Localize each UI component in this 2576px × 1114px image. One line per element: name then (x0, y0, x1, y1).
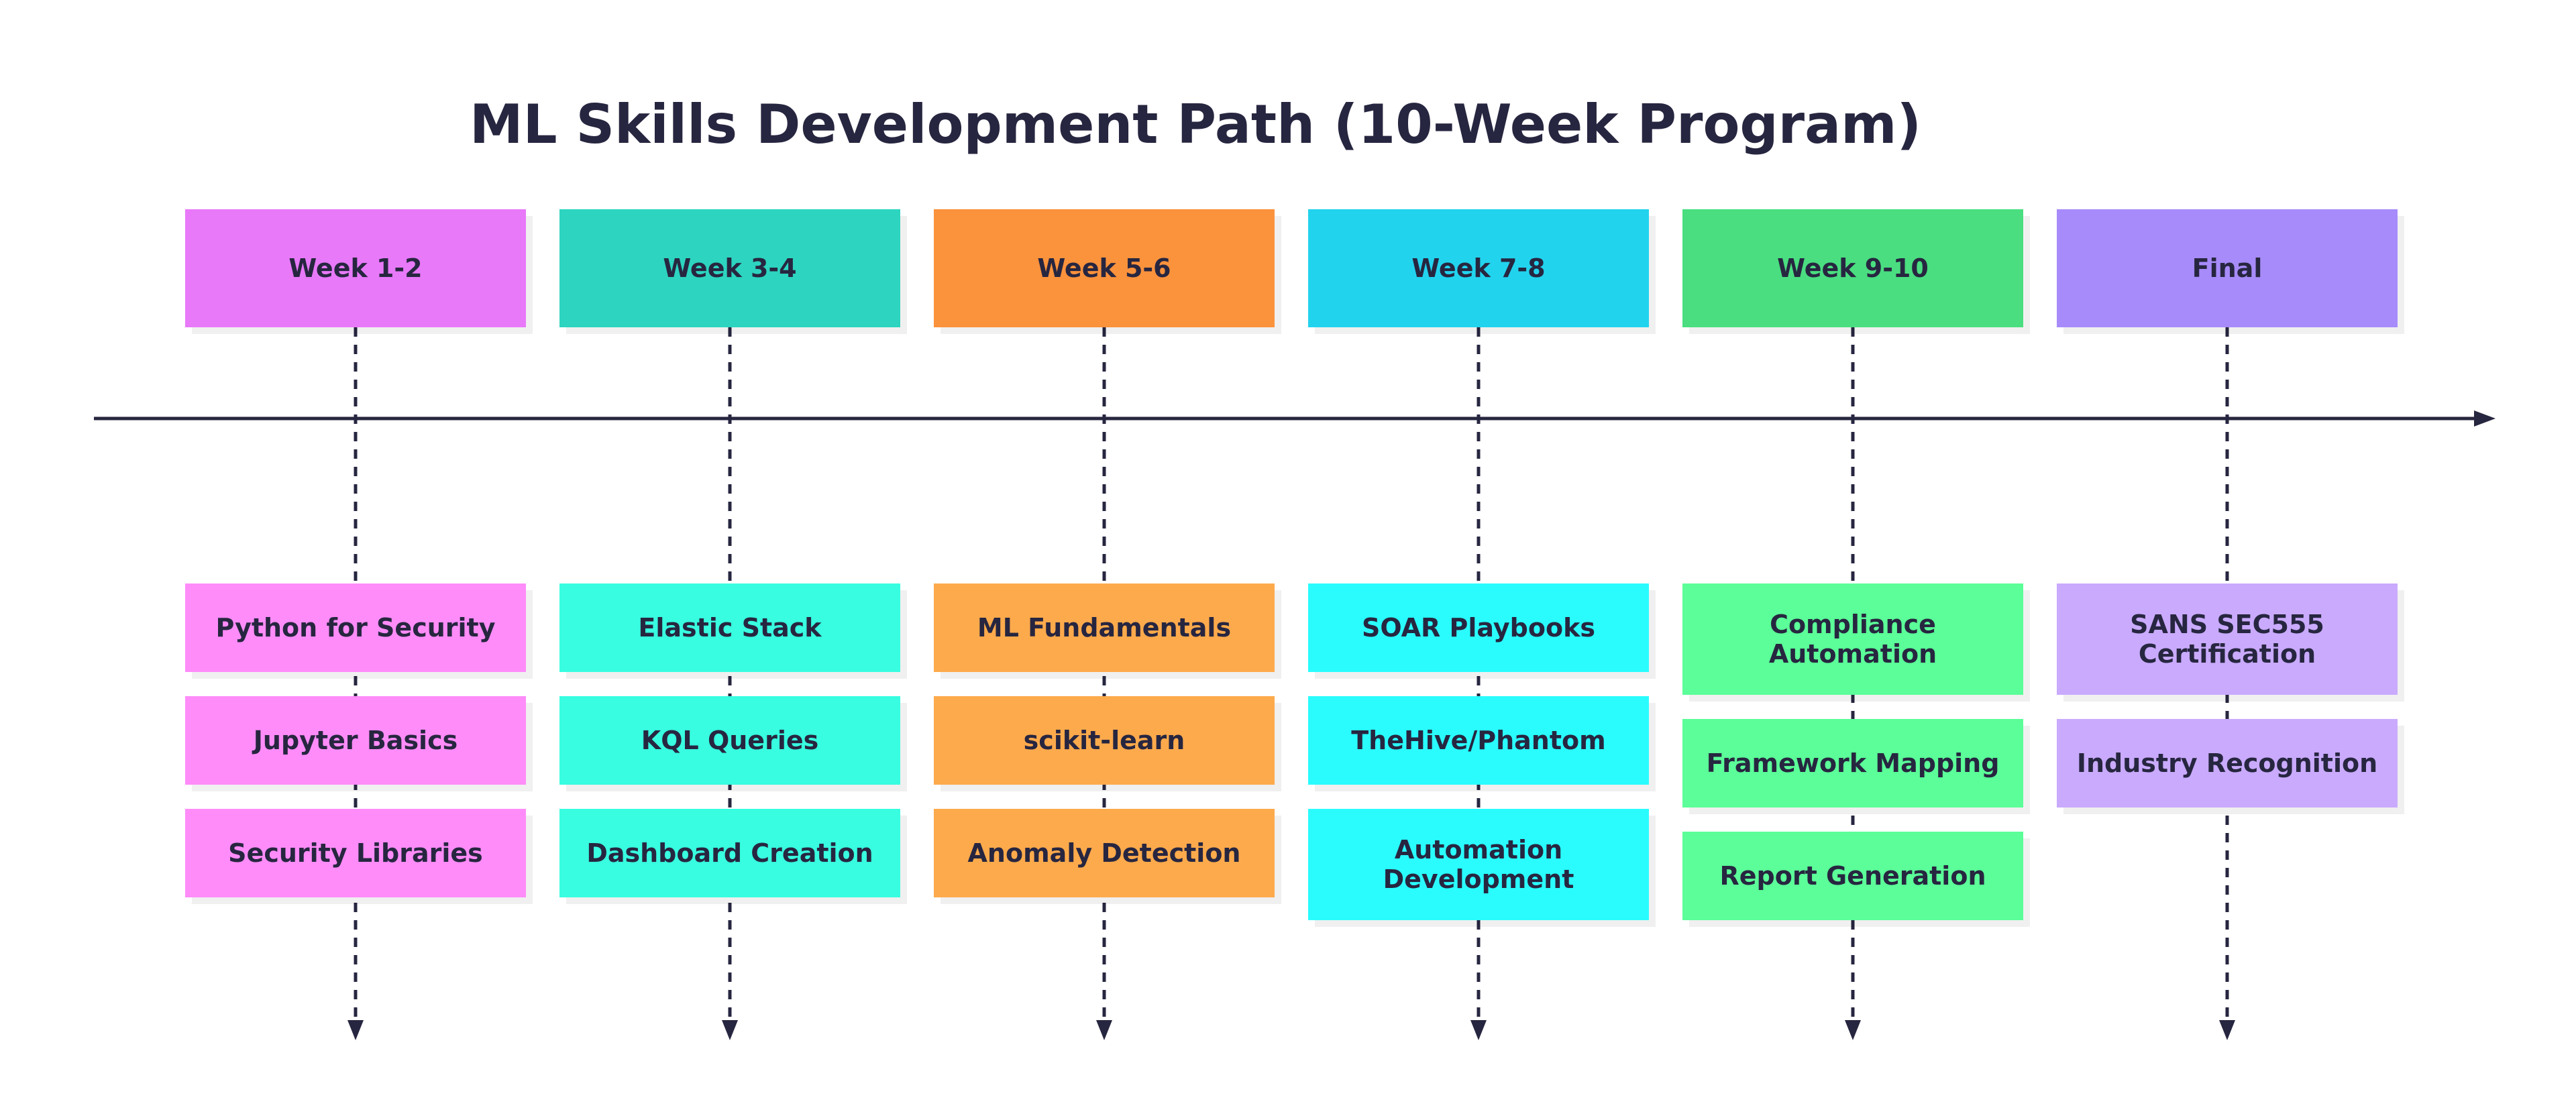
skill-box-ml-fundamentals: ML Fundamentals (934, 583, 1275, 672)
column-arrowhead-5 (1845, 1020, 1861, 1040)
column-arrowhead-1 (347, 1020, 364, 1040)
week-header-label: Week 9-10 (1777, 254, 1929, 283)
skill-box-python-for-security: Python for Security (185, 583, 526, 672)
skill-box-automation-development: Automation Development (1308, 809, 1649, 920)
week-header-label: Week 7-8 (1411, 254, 1546, 283)
skill-box-jupyter-basics: Jupyter Basics (185, 696, 526, 785)
skill-label: Dashboard Creation (586, 838, 873, 868)
week-header-final: Final (2057, 209, 2398, 327)
week-header-week-1-2: Week 1-2 (185, 209, 526, 327)
skill-label: TheHive/Phantom (1351, 726, 1606, 755)
skill-label: Compliance Automation (1768, 610, 1937, 669)
skill-box-dashboard-creation: Dashboard Creation (559, 809, 900, 897)
week-header-label: Final (2192, 254, 2263, 283)
skill-label: Report Generation (1719, 861, 1986, 891)
column-arrowhead-6 (2219, 1020, 2235, 1040)
column-arrowhead-2 (722, 1020, 738, 1040)
skill-box-thehive-phantom: TheHive/Phantom (1308, 696, 1649, 785)
skill-box-industry-recognition: Industry Recognition (2057, 719, 2398, 807)
skill-box-compliance-automation: Compliance Automation (1682, 583, 2023, 695)
skill-label: scikit-learn (1023, 726, 1185, 755)
skill-label: Anomaly Detection (967, 838, 1241, 868)
skill-label: Industry Recognition (2076, 748, 2378, 778)
skill-label: Jupyter Basics (253, 726, 458, 755)
skill-box-elastic-stack: Elastic Stack (559, 583, 900, 672)
week-header-week-5-6: Week 5-6 (934, 209, 1275, 327)
skill-box-sans-sec555-certification: SANS SEC555 Certification (2057, 583, 2398, 695)
week-header-week-9-10: Week 9-10 (1682, 209, 2023, 327)
skill-label: SOAR Playbooks (1362, 613, 1595, 643)
skill-box-scikit-learn: scikit-learn (934, 696, 1275, 785)
column-arrowhead-4 (1470, 1020, 1487, 1040)
column-arrowhead-3 (1096, 1020, 1112, 1040)
skill-box-framework-mapping: Framework Mapping (1682, 719, 2023, 807)
week-header-label: Week 5-6 (1037, 254, 1171, 283)
timeline-arrowhead (2474, 410, 2496, 427)
skill-label: Automation Development (1383, 835, 1574, 894)
skill-box-security-libraries: Security Libraries (185, 809, 526, 897)
skill-label: Elastic Stack (638, 613, 822, 643)
skill-label: Python for Security (215, 613, 496, 643)
week-header-week-3-4: Week 3-4 (559, 209, 900, 327)
skill-box-soar-playbooks: SOAR Playbooks (1308, 583, 1649, 672)
skill-box-report-generation: Report Generation (1682, 832, 2023, 920)
skill-label: KQL Queries (641, 726, 819, 755)
skill-label: SANS SEC555 Certification (2130, 610, 2324, 669)
skill-label: ML Fundamentals (977, 613, 1232, 643)
skill-box-anomaly-detection: Anomaly Detection (934, 809, 1275, 897)
week-header-label: Week 1-2 (288, 254, 423, 283)
skill-box-kql-queries: KQL Queries (559, 696, 900, 785)
skill-label: Security Libraries (228, 838, 483, 868)
skill-label: Framework Mapping (1706, 748, 2000, 778)
diagram-title: ML Skills Development Path (10-Week Prog… (470, 93, 1922, 156)
week-header-week-7-8: Week 7-8 (1308, 209, 1649, 327)
week-header-label: Week 3-4 (663, 254, 797, 283)
